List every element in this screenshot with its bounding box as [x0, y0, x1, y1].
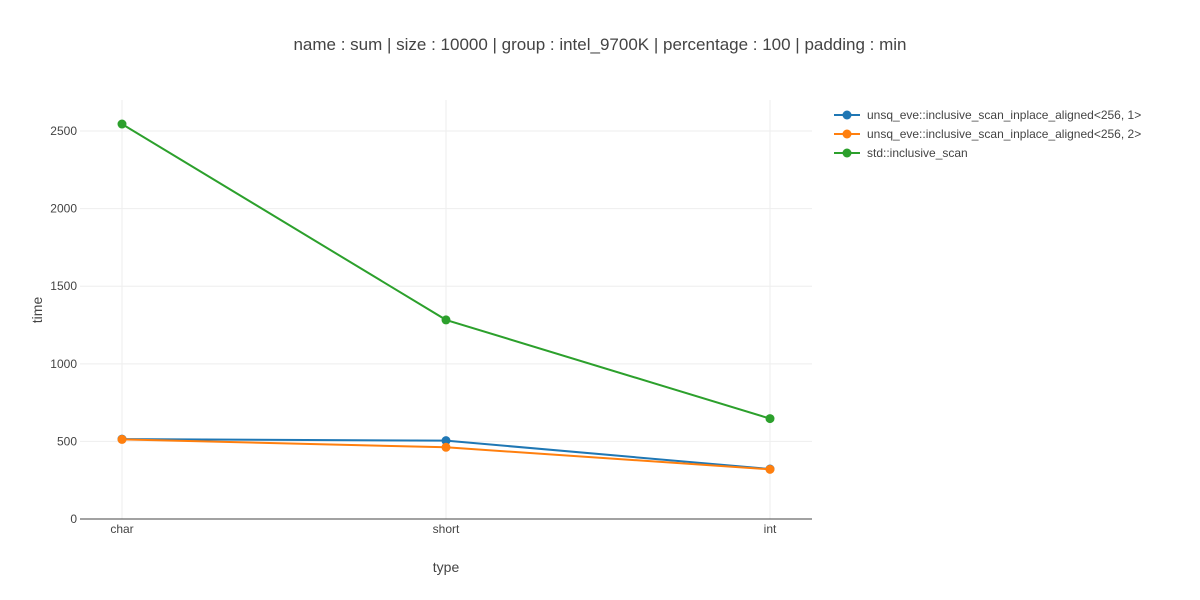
legend-item: unsq_eve::inclusive_scan_inplace_aligned…	[834, 108, 1141, 122]
series-group	[117, 119, 775, 424]
legend-item: unsq_eve::inclusive_scan_inplace_aligned…	[834, 127, 1141, 141]
x-tick-label: short	[433, 522, 460, 536]
grid-lines	[80, 100, 812, 519]
legend-swatch-marker	[842, 110, 852, 120]
data-point	[441, 436, 451, 446]
axes: 0 500 1000 1500 2000 2500 char short int	[50, 124, 812, 536]
y-tick-label: 2000	[50, 202, 77, 216]
data-point	[117, 119, 127, 129]
data-point	[765, 464, 775, 474]
y-tick-label: 1000	[50, 357, 77, 371]
data-point	[441, 315, 451, 325]
series-group	[117, 434, 775, 474]
legend-label: std::inclusive_scan	[867, 146, 968, 160]
x-axis-title: type	[433, 559, 460, 575]
data-point	[117, 434, 127, 444]
legend: unsq_eve::inclusive_scan_inplace_aligned…	[834, 108, 1141, 160]
y-tick-label: 1500	[50, 279, 77, 293]
data-point	[441, 442, 451, 452]
y-tick-label: 500	[57, 434, 77, 448]
chart-title: name : sum | size : 10000 | group : inte…	[293, 35, 906, 54]
data-point	[765, 414, 775, 424]
legend-label: unsq_eve::inclusive_scan_inplace_aligned…	[867, 127, 1141, 141]
y-axis-title: time	[29, 297, 45, 324]
y-tick-label: 2500	[50, 124, 77, 138]
legend-label: unsq_eve::inclusive_scan_inplace_aligned…	[867, 108, 1141, 122]
legend-item: std::inclusive_scan	[834, 146, 968, 160]
series-lines	[117, 119, 775, 474]
y-tick-label: 0	[70, 512, 77, 526]
legend-swatch-marker	[842, 129, 852, 139]
x-tick-label: char	[110, 522, 133, 536]
legend-swatch-marker	[842, 148, 852, 158]
x-tick-label: int	[764, 522, 777, 536]
